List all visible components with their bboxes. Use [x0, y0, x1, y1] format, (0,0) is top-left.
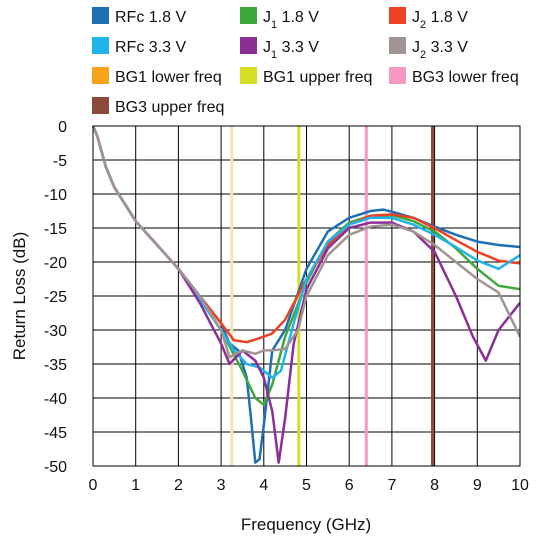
y-tick-label: -30 [44, 323, 67, 340]
x-tick-label: 6 [345, 477, 354, 494]
y-tick-label: 0 [58, 119, 67, 136]
x-tick-label: 9 [473, 477, 482, 494]
x-tick-label: 10 [511, 477, 529, 494]
y-axis-ticks: 0 -5 -10 -15 -20 -25 -30 -35 -40 -45 -50 [44, 119, 67, 476]
y-tick-label: -45 [44, 425, 67, 442]
y-tick-label: -5 [53, 153, 67, 170]
x-tick-label: 1 [131, 477, 140, 494]
x-axis-ticks: 0 1 2 3 4 5 6 7 8 9 10 [89, 477, 529, 494]
y-tick-label: -35 [44, 357, 67, 374]
legend-label: BG1 lower freq [115, 69, 222, 86]
y-axis-title: Return Loss (dB) [10, 232, 29, 361]
legend-label: J2 3.3 V [412, 39, 468, 61]
y-tick-label: -10 [44, 187, 67, 204]
legend-swatch [92, 37, 109, 54]
legend-label: J1 1.8 V [263, 9, 319, 31]
x-axis-title: Frequency (GHz) [241, 515, 371, 534]
x-tick-label: 4 [259, 477, 268, 494]
legend-swatch [240, 37, 257, 54]
x-tick-label: 8 [430, 477, 439, 494]
legend-label: RFc 1.8 V [115, 9, 186, 26]
legend-swatch [240, 67, 257, 84]
x-tick-label: 7 [387, 477, 396, 494]
y-tick-label: -20 [44, 255, 67, 272]
series-line [91, 125, 522, 359]
legend-label: BG1 upper freq [263, 69, 372, 86]
legend: RFc 1.8 V J1 1.8 V J2 1.8 V RFc 3.3 V J1 3.3… [92, 7, 519, 116]
legend-swatch [92, 7, 109, 24]
plot-frame [92, 125, 521, 467]
legend-swatch [92, 67, 109, 84]
y-tick-label: -25 [44, 289, 67, 306]
legend-label: BG3 lower freq [412, 69, 519, 86]
y-tick-label: -50 [44, 459, 67, 476]
series-lines [91, 125, 522, 464]
legend-label: J1 3.3 V [263, 39, 319, 61]
legend-label: RFc 3.3 V [115, 39, 186, 56]
legend-label: BG3 upper freq [115, 99, 224, 116]
legend-swatch [92, 97, 109, 114]
legend-label: J2 1.8 V [412, 9, 468, 31]
legend-swatch [240, 7, 257, 24]
legend-swatch [389, 37, 406, 54]
y-tick-label: -15 [44, 221, 67, 238]
x-tick-label: 3 [217, 477, 226, 494]
x-tick-label: 0 [89, 477, 98, 494]
legend-swatch [389, 7, 406, 24]
legend-swatch [389, 67, 406, 84]
x-tick-label: 5 [302, 477, 311, 494]
y-tick-label: -40 [44, 391, 67, 408]
x-tick-label: 2 [174, 477, 183, 494]
